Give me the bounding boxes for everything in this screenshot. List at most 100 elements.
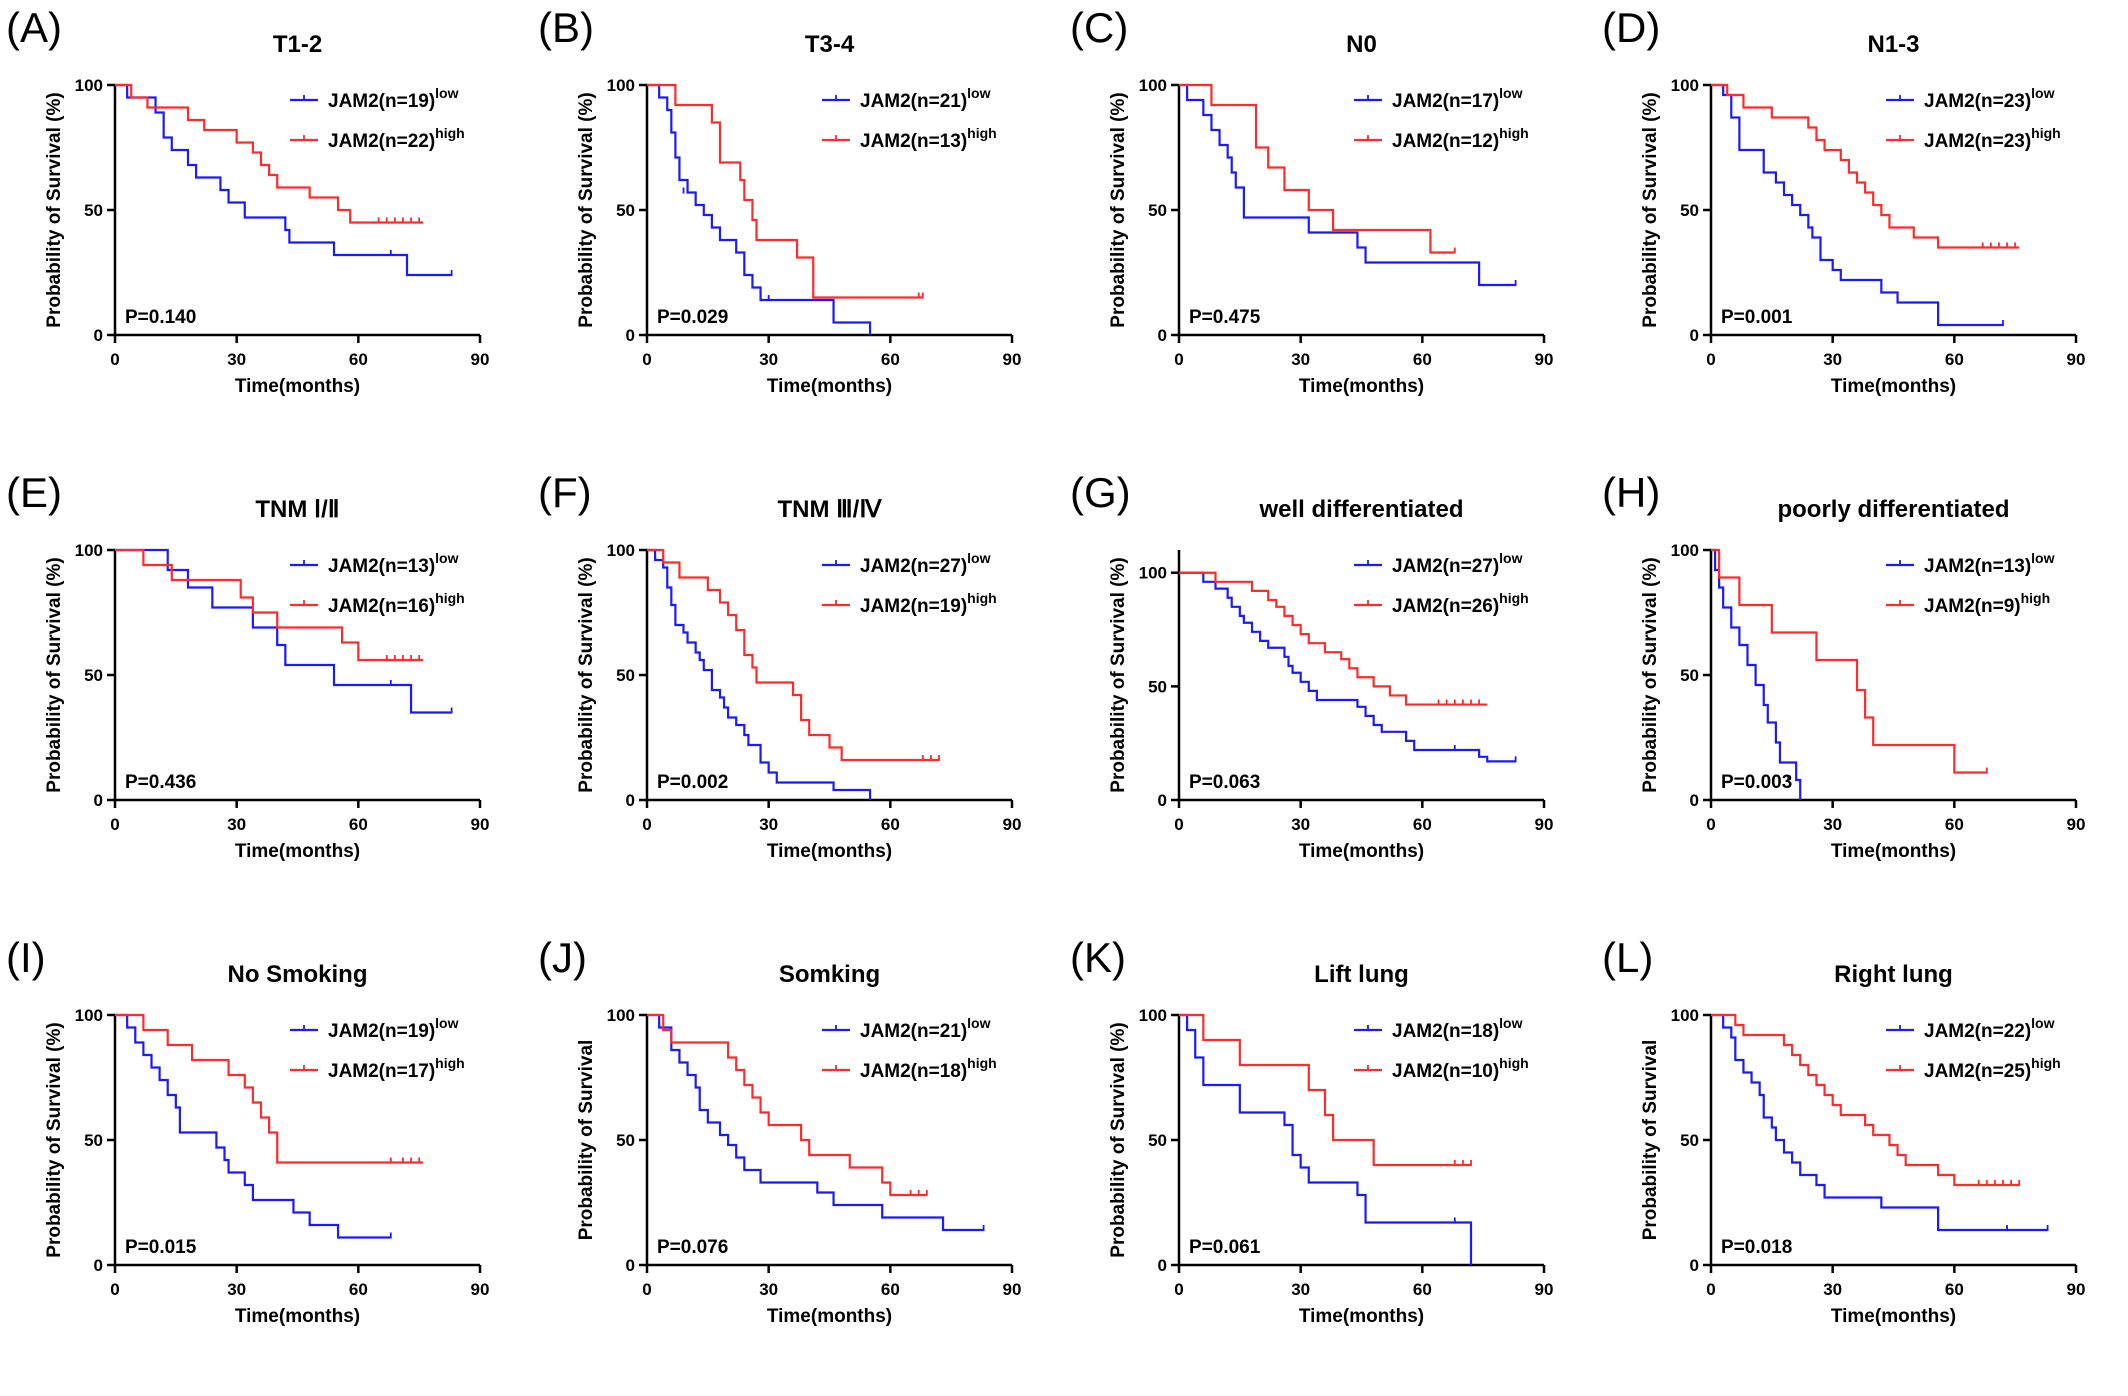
km-chart-svg: (G) well differentiated 0 30 60 90 0 50 100 Time(… (1070, 469, 1553, 862)
chart-title: T1-2 (273, 31, 322, 58)
y-axis-label: Probability of Survival (%) (1108, 1022, 1129, 1257)
legend-sup: high (1499, 1055, 1529, 1071)
x-tick-label: 90 (471, 815, 490, 834)
y-tick-label: 100 (607, 76, 635, 95)
p-value: P=0.002 (657, 772, 728, 793)
series-line-high (1179, 83, 1455, 254)
x-tick-label: 60 (1413, 815, 1432, 834)
km-panel: (I) No Smoking 0 30 60 90 0 50 100 Time(months) Pr… (0, 930, 532, 1395)
series-line-high (1711, 83, 2020, 249)
p-value: P=0.140 (125, 307, 196, 328)
km-chart-svg: (H) poorly differentiated 0 30 60 90 0 50 100 Tim… (1602, 469, 2085, 862)
y-axis-label: Probability of Survival (%) (1108, 92, 1129, 327)
km-panel: (F) TNM Ⅲ/Ⅳ 0 30 60 90 0 50 100 Time(months) Proba… (532, 465, 1064, 930)
km-panel: (C) N0 0 30 60 90 0 50 100 Time(months) Probabilit… (1064, 0, 1596, 465)
x-tick-label: 0 (110, 350, 119, 369)
y-tick-label: 100 (1671, 76, 1699, 95)
legend-label: JAM2(n=26)high (1392, 590, 1529, 617)
x-tick-label: 60 (881, 350, 900, 369)
x-tick-label: 60 (349, 1280, 368, 1299)
x-axis-label: Time(months) (1299, 1306, 1424, 1327)
p-value: P=0.003 (1721, 772, 1792, 793)
x-tick-label: 0 (1706, 815, 1715, 834)
km-panel: (A) T1-2 0 30 60 90 0 50 100 Time(months) Probabil… (0, 0, 532, 465)
y-tick-label: 0 (94, 791, 103, 810)
series-line-high (115, 83, 424, 224)
y-axis-label: Probability of Survival (%) (44, 92, 65, 327)
chart-title: Right lung (1834, 961, 1953, 988)
legend-name: JAM2(n=26) (1392, 596, 1499, 617)
panel-label: (B) (538, 4, 594, 51)
legend-name: JAM2(n=19) (860, 596, 967, 617)
panel-label: (A) (6, 4, 62, 51)
y-axis-label: Probability of Survival (%) (1640, 92, 1661, 327)
x-tick-label: 0 (1706, 350, 1715, 369)
y-tick-label: 50 (616, 201, 635, 220)
series-line-low (1711, 83, 2003, 327)
series-line-low (647, 83, 872, 335)
legend-sup: low (435, 85, 458, 101)
legend-sup: high (2031, 125, 2061, 141)
km-panel: (J) Somking 0 30 60 90 0 50 100 Time(months) Proba… (532, 930, 1064, 1395)
legend-sup: high (435, 1055, 465, 1071)
x-tick-label: 30 (1823, 815, 1842, 834)
x-tick-label: 0 (1174, 815, 1183, 834)
y-tick-label: 50 (84, 1131, 103, 1150)
x-axis-label: Time(months) (1831, 1306, 1956, 1327)
legend-sup: high (2031, 1055, 2061, 1071)
legend-sup: high (1499, 125, 1529, 141)
legend-sup: low (2031, 85, 2054, 101)
y-axis-label: Probability of Survival (%) (576, 557, 597, 792)
legend-sup: low (967, 550, 990, 566)
panel-label: (J) (538, 934, 587, 981)
x-tick-label: 90 (1003, 350, 1022, 369)
p-value: P=0.061 (1189, 1237, 1261, 1258)
x-tick-label: 0 (110, 815, 119, 834)
x-tick-label: 60 (1945, 1280, 1964, 1299)
km-chart-svg: (K) Lift lung 0 30 60 90 0 50 100 Time(months) Pro… (1070, 934, 1554, 1327)
x-tick-label: 30 (1291, 350, 1310, 369)
km-chart-svg: (F) TNM Ⅲ/Ⅳ 0 30 60 90 0 50 100 Time(months) Proba… (538, 469, 1021, 862)
km-chart-svg: (E) TNM Ⅰ/Ⅱ 0 30 60 90 0 50 100 Time(months) Proba… (6, 469, 490, 862)
panel-label: (H) (1602, 469, 1660, 516)
x-tick-label: 60 (349, 815, 368, 834)
x-tick-label: 90 (1535, 1280, 1554, 1299)
km-panel: (E) TNM Ⅰ/Ⅱ 0 30 60 90 0 50 100 Time(months) Proba… (0, 465, 532, 930)
series-line-low (115, 83, 452, 277)
y-tick-label: 50 (84, 666, 103, 685)
km-chart-svg: (L) Right lung 0 30 60 90 0 50 100 Time(months) Pr… (1602, 934, 2085, 1327)
x-tick-label: 30 (1823, 1280, 1842, 1299)
legend-sup: high (967, 125, 997, 141)
legend-label: JAM2(n=22)high (328, 125, 465, 152)
x-axis-label: Time(months) (1299, 376, 1424, 397)
legend-label: JAM2(n=17)high (328, 1055, 465, 1082)
legend-name: JAM2(n=17) (328, 1061, 435, 1082)
x-tick-label: 0 (110, 1280, 119, 1299)
x-tick-label: 0 (642, 350, 651, 369)
x-tick-label: 90 (471, 350, 490, 369)
legend-sup: high (435, 125, 465, 141)
y-tick-label: 0 (626, 1256, 635, 1275)
legend-sup: low (1499, 1015, 1522, 1031)
x-tick-label: 0 (1174, 1280, 1183, 1299)
y-tick-label: 0 (626, 326, 635, 345)
legend-name: JAM2(n=12) (1392, 131, 1499, 152)
chart-title: No Smoking (227, 961, 367, 988)
x-tick-label: 60 (881, 815, 900, 834)
y-tick-label: 0 (94, 326, 103, 345)
legend-name: JAM2(n=22) (328, 131, 435, 152)
legend-label: JAM2(n=27)low (860, 550, 991, 577)
y-tick-label: 0 (1158, 1256, 1167, 1275)
legend-name: JAM2(n=10) (1392, 1061, 1499, 1082)
y-tick-label: 100 (75, 1006, 103, 1025)
legend-name: JAM2(n=23) (1924, 131, 2031, 152)
legend-label: JAM2(n=17)low (1392, 85, 1523, 112)
x-tick-label: 0 (642, 1280, 651, 1299)
series-line-low (115, 1013, 391, 1239)
series-line-high (115, 548, 424, 662)
legend-label: JAM2(n=21)low (860, 1015, 991, 1042)
series-line-high (1179, 571, 1488, 706)
legend-label: JAM2(n=19)high (860, 590, 997, 617)
x-tick-label: 30 (227, 815, 246, 834)
